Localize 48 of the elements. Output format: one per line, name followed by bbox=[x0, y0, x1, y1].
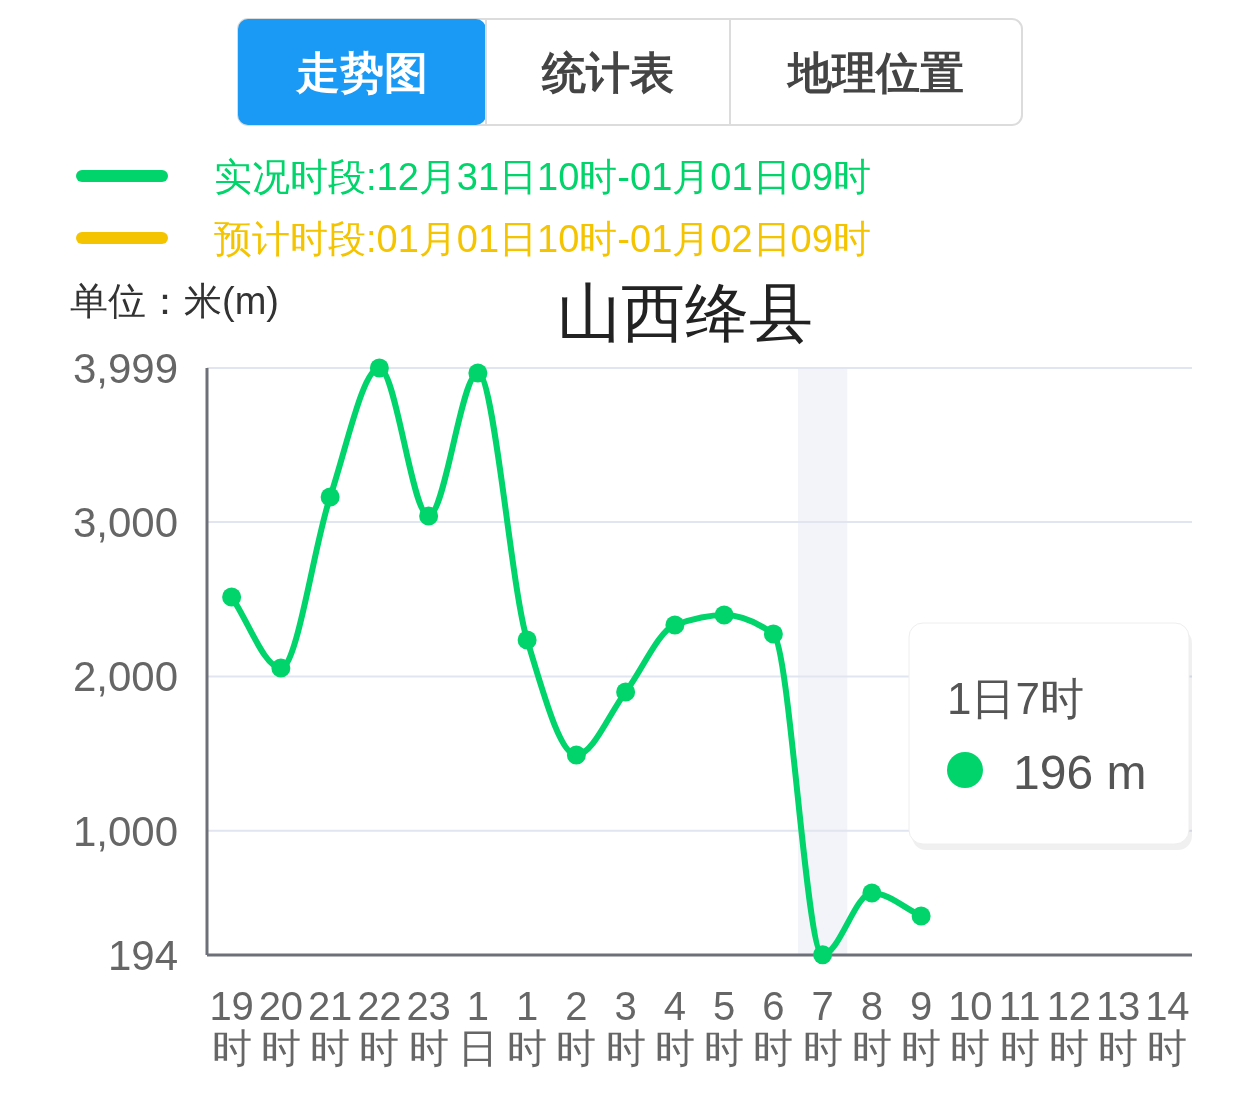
legend-label: 实况时段:12月31日10时-01月01日09时 bbox=[214, 156, 871, 198]
y-tick-label: 194 bbox=[107, 932, 178, 979]
y-tick-label: 3,000 bbox=[72, 499, 178, 547]
x-tick-label: 8时 bbox=[851, 984, 892, 1070]
x-tick-label: 19时 bbox=[209, 984, 254, 1070]
x-tick-label: 6时 bbox=[753, 984, 794, 1070]
x-tick-label: 14时 bbox=[1145, 984, 1190, 1070]
x-tick-label: 4时 bbox=[654, 984, 695, 1070]
point bbox=[468, 363, 488, 383]
tooltip: 1日7时 196 m bbox=[908, 622, 1192, 850]
x-tick-label: 5时 bbox=[704, 984, 745, 1070]
chart-title: 山西绛县 bbox=[557, 277, 813, 349]
point bbox=[911, 906, 931, 926]
x-tick-label: 1日 bbox=[457, 984, 498, 1070]
x-tick-label: 9时 bbox=[901, 984, 942, 1070]
x-tick-label: 1时 bbox=[507, 984, 548, 1070]
point bbox=[665, 615, 685, 635]
y-tick-label: 3,999 bbox=[72, 345, 178, 392]
x-tick-label: 12时 bbox=[1046, 984, 1092, 1070]
y-axis-title: 单位：米(m) bbox=[70, 280, 279, 322]
x-tick-label: 10时 bbox=[948, 984, 993, 1070]
point bbox=[714, 605, 734, 625]
x-tick-label: 3时 bbox=[605, 984, 646, 1070]
point bbox=[862, 883, 882, 903]
x-tick-label: 13时 bbox=[1095, 984, 1141, 1070]
point bbox=[813, 945, 833, 965]
tabs: 走势图 统计表 地理位置 bbox=[237, 18, 1023, 126]
point bbox=[320, 487, 340, 507]
point bbox=[222, 587, 242, 607]
point bbox=[271, 658, 291, 678]
point bbox=[369, 358, 389, 378]
x-tick-label: 2时 bbox=[556, 984, 597, 1070]
x-tick-label: 20时 bbox=[258, 984, 304, 1070]
point bbox=[763, 624, 783, 644]
point bbox=[517, 630, 537, 650]
point bbox=[419, 506, 439, 526]
annotation: 1日7时 bbox=[947, 674, 1084, 723]
annotation: 196 m bbox=[1013, 746, 1147, 799]
x-tick-label: 23时 bbox=[406, 984, 451, 1070]
point bbox=[616, 682, 636, 702]
x-tick-label: 21时 bbox=[307, 984, 353, 1070]
legend-label: 预计时段:01月01日10时-01月02日09时 bbox=[214, 218, 871, 260]
y-tick-label: 2,000 bbox=[72, 653, 178, 701]
y-tick-label: 1,000 bbox=[72, 807, 178, 855]
x-tick-label: 7时 bbox=[802, 984, 843, 1070]
x-tick-label: 22时 bbox=[357, 984, 402, 1070]
point bbox=[566, 745, 586, 765]
x-tick-label: 11时 bbox=[998, 984, 1041, 1070]
